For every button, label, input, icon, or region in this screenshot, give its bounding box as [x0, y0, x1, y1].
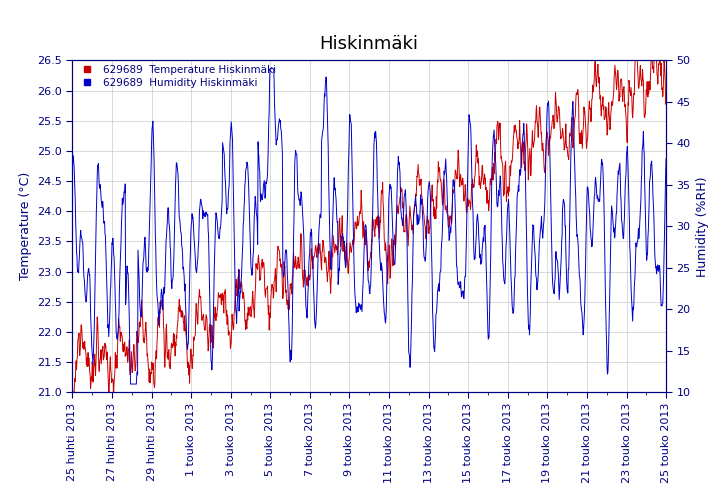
Title: Hiskinmäki: Hiskinmäki [320, 35, 418, 53]
Y-axis label: Humidity (%RH): Humidity (%RH) [696, 176, 710, 277]
Y-axis label: Temperature (°C): Temperature (°C) [19, 172, 32, 281]
Legend: 629689  Temperature Hiskinmäki, 629689  Humidity Hiskinmäki: 629689 Temperature Hiskinmäki, 629689 Hu… [72, 60, 280, 92]
